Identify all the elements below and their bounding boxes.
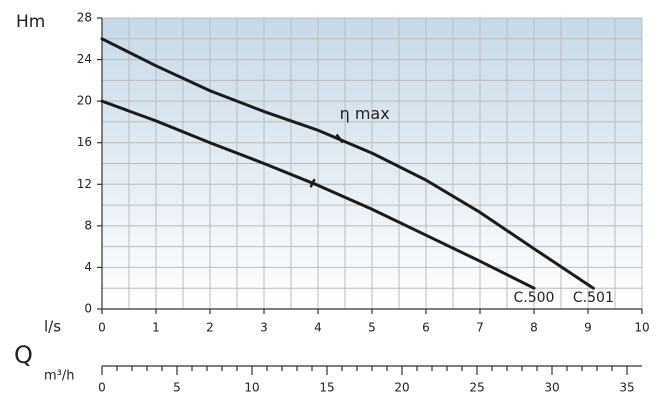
x-tick-label: 1 bbox=[152, 321, 160, 335]
x2-tick-label: 35 bbox=[619, 381, 634, 395]
x2-tick-label: 30 bbox=[544, 381, 559, 395]
x-tick-label: 2 bbox=[206, 321, 214, 335]
y-tick-label: 24 bbox=[77, 52, 92, 66]
x-tick-label: 5 bbox=[368, 321, 376, 335]
curve-label: C.500 bbox=[514, 290, 555, 306]
eta-marker bbox=[335, 133, 344, 144]
x2-tick-label: 0 bbox=[98, 381, 106, 395]
y-tick-label: 16 bbox=[77, 135, 92, 149]
pump-curve bbox=[100, 99, 536, 290]
y-tick-label: 12 bbox=[77, 177, 92, 191]
eta-marker-lower bbox=[309, 178, 316, 188]
y-tick-label: 28 bbox=[77, 11, 92, 25]
y-tick-label: 0 bbox=[84, 302, 92, 316]
x2-tick-label: 25 bbox=[469, 381, 484, 395]
x-tick-label: 0 bbox=[98, 321, 106, 335]
x-tick-label: 7 bbox=[476, 321, 484, 335]
x-axis-label: l/s bbox=[44, 318, 61, 336]
x2-tick-label: 10 bbox=[244, 381, 259, 395]
x2-axis-label: m³/h bbox=[44, 369, 75, 384]
x-tick-label: 3 bbox=[260, 321, 268, 335]
x2-tick-label: 5 bbox=[173, 381, 181, 395]
x2-tick-label: 15 bbox=[319, 381, 334, 395]
x-tick-label: 9 bbox=[584, 321, 592, 335]
x-tick-label: 4 bbox=[314, 321, 322, 335]
x-tick-label: 8 bbox=[530, 321, 538, 335]
y-tick-label: 8 bbox=[84, 218, 92, 232]
x-tick-label: 10 bbox=[634, 321, 649, 335]
pump-curve bbox=[100, 37, 595, 290]
eta-annotation: η max bbox=[340, 104, 390, 123]
x-tick-label: 6 bbox=[422, 321, 430, 335]
x2-tick-label: 20 bbox=[394, 381, 409, 395]
quantity-label: Q bbox=[14, 341, 33, 369]
y-axis-label: Hm bbox=[16, 12, 45, 32]
y-tick-label: 20 bbox=[77, 94, 92, 108]
curve-label: C.501 bbox=[573, 290, 614, 306]
y-tick-label: 4 bbox=[84, 260, 92, 274]
